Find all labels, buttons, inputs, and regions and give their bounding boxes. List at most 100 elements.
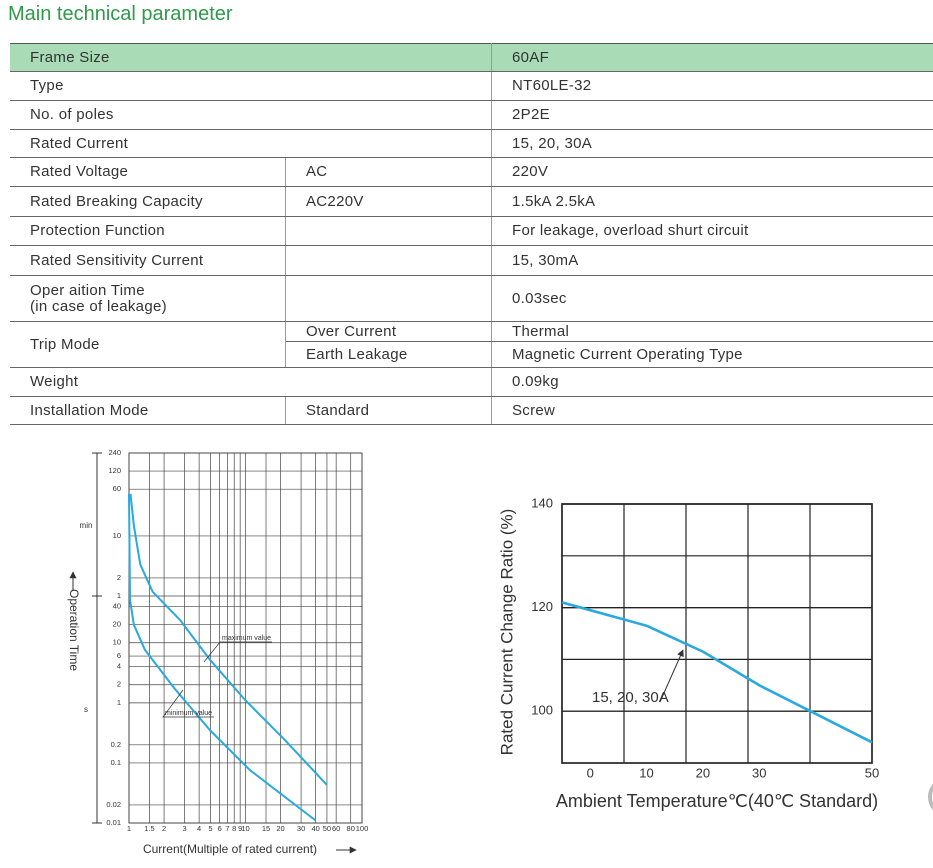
y-tick-label: 0.2 (111, 740, 121, 749)
x-tick-label: 8 (232, 824, 236, 833)
series-label: maximum value (222, 635, 271, 642)
curve (128, 493, 317, 822)
row: Oper aition Time (in case of leakage) 0.0… (10, 275, 933, 322)
curve (561, 601, 873, 744)
x-tick-label: 10 (639, 765, 653, 780)
y-tick-label: 0.01 (106, 818, 121, 827)
x-tick-label: 0 (587, 765, 594, 780)
series-label: 15, 20, 30A (592, 689, 669, 706)
x-tick-label: 40 (311, 824, 319, 833)
x-axis-label: Ambient Temperature℃(40℃ Standard) (556, 791, 878, 811)
x-tick-label: 9 (238, 824, 242, 833)
cell: Protection Function (10, 216, 286, 246)
cell: For leakage, overload shurt circuit (491, 216, 933, 246)
row: Rated Sensitivity Current 15, 30mA (10, 245, 933, 276)
decoration (928, 783, 933, 811)
cell: Frame Size (10, 43, 492, 72)
cell: 2P2E (491, 100, 933, 130)
x-tick-label: 2 (162, 824, 166, 833)
x-tick-label: 15 (262, 824, 270, 833)
row: Frame Size 60AF (10, 43, 933, 72)
row: Installation Mode Standard Screw (10, 396, 933, 425)
unit-label: s (84, 705, 88, 714)
cell: 15, 30mA (491, 245, 933, 276)
y-tick-label: 10 (113, 531, 121, 540)
cell: Magnetic Current Operating Type (491, 341, 933, 368)
row: Trip Mode Over Current Thermal (10, 321, 933, 368)
x-tick-label: 100 (356, 824, 369, 833)
x-tick-label: 4 (197, 824, 201, 833)
y-tick-label: 6 (117, 651, 121, 660)
y-tick-label: 140 (531, 495, 553, 510)
cell: No. of poles (10, 100, 492, 130)
title: Main technical parameter (8, 3, 233, 25)
x-tick-label: 30 (297, 824, 305, 833)
cell: AC (285, 157, 492, 187)
leader-line (162, 689, 214, 718)
cell (285, 275, 492, 322)
y-tick-label: 240 (108, 448, 121, 457)
cell: Standard (285, 396, 492, 425)
y-tick-label: 4 (117, 662, 121, 671)
cell: AC220V (285, 186, 492, 217)
row: Rated Current 15, 20, 30A (10, 129, 933, 158)
y-tick-label: 120 (108, 466, 121, 475)
plot-frame (561, 503, 873, 764)
cell: Type (10, 71, 492, 101)
cell: Earth Leakage (285, 341, 492, 368)
x-tick-label: 80 (347, 824, 355, 833)
y-tick-label: 20 (113, 620, 121, 629)
x-tick-label: 20 (696, 765, 710, 780)
x-axis-label: Current(Multiple of rated current) (143, 842, 317, 856)
x-tick-label: 1.5 (144, 824, 154, 833)
cell: 15, 20, 30A (491, 129, 933, 158)
row: Rated Breaking Capacity AC220V 1.5kA 2.5kA (10, 186, 933, 217)
unit-label: min (80, 521, 93, 530)
curve (129, 493, 328, 786)
x-tick-label: 3 (182, 824, 186, 833)
cell: Screw (491, 396, 933, 425)
cell: Oper aition Time (in case of leakage) (10, 275, 286, 322)
y-axis-label: Rated Current Change Ratio (%) (497, 509, 516, 756)
y-tick-label: 1 (117, 591, 121, 600)
y-tick-label: 60 (113, 484, 121, 493)
y-tick-label: 40 (113, 602, 121, 611)
y-tick-label: 2 (117, 573, 121, 582)
cell: Installation Mode (10, 396, 286, 425)
cell: 0.03sec (491, 275, 933, 322)
x-tick-label: 5 (208, 824, 212, 833)
series-label: minimum value (165, 710, 212, 717)
x-tick-label: 30 (752, 765, 766, 780)
row: Rated Voltage AC 220V (10, 157, 933, 187)
row: Type NT60LE-32 (10, 71, 933, 101)
y-tick-label: 0.02 (106, 800, 121, 809)
cell: Thermal (491, 321, 933, 342)
leader-line (203, 641, 272, 663)
x-tick-label: 7 (225, 824, 229, 833)
row: No. of poles 2P2E (10, 100, 933, 130)
cell: 220V (491, 157, 933, 187)
cell: 0.09kg (491, 367, 933, 397)
row: Weight 0.09kg (10, 367, 933, 397)
y-tick-label: 1 (117, 698, 121, 707)
x-tick-label: 50 (865, 765, 879, 780)
y-tick-label: 0.1 (111, 758, 121, 767)
row: Protection Function For leakage, overload… (10, 216, 933, 246)
y-axis-label: Operation Time (67, 589, 81, 671)
cell: NT60LE-32 (491, 71, 933, 101)
x-tick-label: 10 (241, 824, 249, 833)
row: Earth Leakage Magnetic Current Operating … (10, 341, 933, 368)
cell: Trip Mode (10, 321, 286, 368)
x-tick-label: 1 (127, 824, 131, 833)
cell (285, 245, 492, 276)
x-tick-label: 6 (218, 824, 222, 833)
y-tick-label: 2 (117, 680, 121, 689)
cell: Rated Current (10, 129, 492, 158)
x-tick-label: 60 (332, 824, 340, 833)
x-tick-label: 50 (323, 824, 331, 833)
cell: 60AF (491, 43, 933, 72)
cell (285, 216, 492, 246)
y-tick-label: 100 (531, 703, 553, 718)
